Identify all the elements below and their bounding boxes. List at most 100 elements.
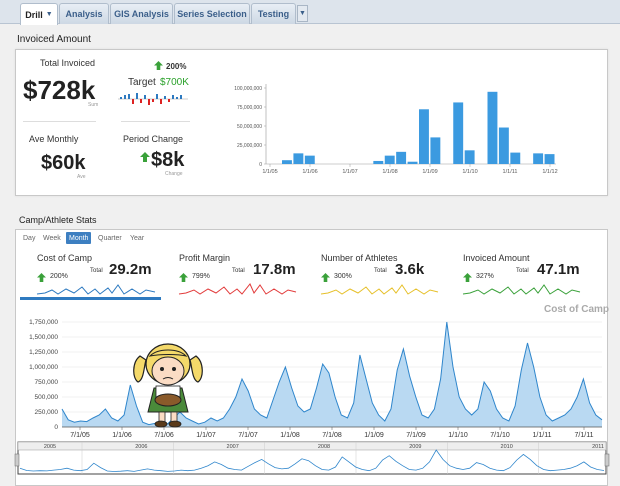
navigator-year-label: 2011: [592, 444, 604, 450]
x-tick-label: 1/1/07: [196, 432, 216, 439]
metric-number-of-athletes[interactable]: Number of Athletes 300% Total 3.6k: [304, 249, 444, 300]
area-line: [61, 321, 603, 426]
metric-profit-margin[interactable]: Profit Margin 799% Total 17.8m: [162, 249, 302, 300]
period-day-button[interactable]: Day: [23, 234, 36, 242]
bar: [293, 153, 304, 164]
camp-stats-title: Camp/Athlete Stats: [19, 215, 97, 225]
y-tick-label: 1,500,000: [29, 334, 58, 341]
x-tick-label: 7/1/09: [406, 432, 426, 439]
target-pct: 200%: [166, 62, 187, 71]
kpi-divider: [23, 121, 96, 122]
invoiced-amount-title: Invoiced Amount: [17, 34, 91, 45]
bar: [304, 155, 315, 164]
tab-label: Drill: [25, 9, 43, 20]
x-tick-label: 1/1/08: [280, 432, 300, 439]
bar: [407, 161, 418, 164]
metric-total: 29.2m: [109, 261, 152, 278]
y-tick-label: 100,000,000: [234, 86, 262, 92]
metric-name: Profit Margin: [179, 253, 231, 263]
metric-name: Cost of Camp: [37, 253, 93, 263]
metric-name: Number of Athletes: [321, 253, 398, 263]
x-tick-label: 1/1/10: [448, 432, 468, 439]
metric-name: Invoiced Amount: [463, 253, 530, 263]
navigator-left-handle[interactable]: [14, 453, 20, 467]
bar: [419, 109, 429, 164]
up-arrow-icon: [321, 273, 330, 282]
bar: [544, 154, 555, 164]
tab-label: Analysis: [65, 9, 103, 19]
bar: [384, 155, 395, 164]
x-tick-label: 1/1/08: [382, 169, 397, 175]
x-tick-label: 1/1/11: [533, 432, 552, 439]
x-tick-label: 7/1/05: [70, 432, 90, 439]
metric-total-label: Total: [232, 268, 245, 274]
x-tick-label: 7/1/08: [322, 432, 342, 439]
period-week-button[interactable]: Week: [43, 234, 61, 242]
period-quarter-button[interactable]: Quarter: [98, 234, 122, 242]
period-change-sub: Change: [165, 171, 183, 177]
period-year-button[interactable]: Year: [130, 234, 145, 242]
ave-monthly-sub: Ave: [77, 174, 86, 180]
y-tick-label: 0: [259, 162, 262, 168]
invoiced-amount-panel: [15, 49, 608, 196]
tab-bar: Drill ▼ Analysis GIS Analysis Series Sele…: [0, 0, 620, 25]
metric-pct: 200%: [50, 273, 68, 280]
x-tick-label: 1/1/12: [542, 169, 557, 175]
navigator-year-label: 2009: [409, 444, 421, 450]
total-invoiced-value: $728k: [23, 75, 96, 105]
up-arrow-icon: [179, 273, 188, 282]
metric-total: 17.8m: [253, 261, 296, 278]
bar: [487, 91, 498, 164]
y-tick-label: 750,000: [35, 379, 59, 386]
kpi-divider: [121, 121, 190, 122]
navigator-year-band: [17, 441, 607, 451]
sparkline-invoiced: [462, 284, 581, 295]
metric-total: 3.6k: [395, 261, 425, 278]
bar: [430, 137, 441, 164]
x-tick-label: 1/1/05: [262, 169, 277, 175]
area-fill: [62, 322, 602, 427]
up-arrow-icon: [140, 152, 150, 162]
period-change-value: $8k: [151, 149, 185, 171]
tab-gis-analysis[interactable]: GIS Analysis: [110, 3, 173, 24]
tab-testing[interactable]: Testing: [251, 3, 296, 24]
y-tick-label: 1,750,000: [29, 319, 58, 326]
target-bullet-sparkline: [118, 93, 188, 105]
area-chart-title: Cost of Camp: [544, 304, 609, 315]
selected-indicator: [20, 297, 161, 300]
tab-label: Testing: [257, 9, 290, 19]
y-tick-label: 25,000,000: [237, 143, 262, 149]
chevron-down-icon[interactable]: ▼: [45, 11, 53, 18]
tab-overflow-button[interactable]: ▼: [297, 5, 308, 22]
ave-monthly-value: $60k: [41, 152, 86, 174]
sparkline-athletes: [320, 284, 439, 295]
navigator-right-handle[interactable]: [604, 453, 610, 467]
metric-cost-of-camp[interactable]: Cost of Camp 200% Total 29.2m: [20, 249, 161, 300]
tab-label: GIS Analysis: [114, 9, 169, 19]
up-arrow-icon: [463, 273, 472, 282]
tab-drill[interactable]: Drill ▼: [20, 3, 58, 25]
x-tick-label: 1/1/07: [342, 169, 357, 175]
y-tick-label: 50,000,000: [237, 124, 262, 130]
navigator-year-label: 2006: [135, 444, 147, 450]
bar: [498, 127, 509, 164]
metric-total-label: Total: [374, 268, 387, 274]
y-tick-label: 250,000: [35, 409, 59, 416]
tab-analysis[interactable]: Analysis: [59, 3, 109, 24]
up-arrow-icon: [154, 61, 163, 70]
y-tick-label: 75,000,000: [237, 105, 262, 111]
x-tick-label: 7/1/10: [490, 432, 510, 439]
period-month-button[interactable]: Month: [66, 232, 92, 244]
x-tick-label: 1/1/11: [503, 169, 518, 175]
navigator-year-label: 2010: [501, 444, 513, 450]
navigator-year-label: 2008: [318, 444, 330, 450]
metric-invoiced-amount[interactable]: Invoiced Amount 327% Total 47.1m: [446, 249, 596, 300]
tab-series-selection[interactable]: Series Selection: [174, 3, 250, 24]
x-tick-label: 1/1/06: [112, 432, 132, 439]
metric-total-label: Total: [90, 268, 103, 274]
x-tick-label: 1/1/10: [462, 169, 477, 175]
